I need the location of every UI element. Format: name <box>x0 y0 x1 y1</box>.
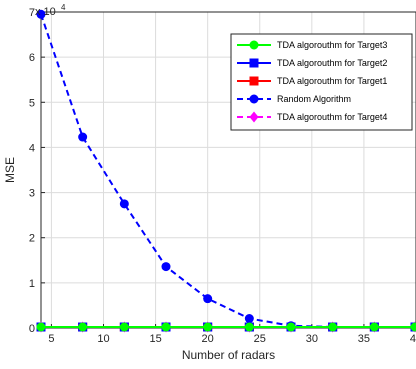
data-point <box>245 323 254 332</box>
legend-marker <box>250 41 259 50</box>
y-tick-label: 4 <box>29 142 35 154</box>
x-tick-label: 5 <box>48 333 54 345</box>
y-tick-label: 2 <box>29 233 35 245</box>
x-tick-label: 35 <box>358 333 370 345</box>
x-tick-label: 25 <box>254 333 266 345</box>
data-point <box>245 314 254 323</box>
x-tick-label: 20 <box>202 333 214 345</box>
data-point <box>162 262 171 271</box>
y-tick-label: 1 <box>29 278 35 290</box>
data-point <box>287 323 296 332</box>
x-tick-label: 40 <box>410 333 416 345</box>
data-point <box>78 133 87 142</box>
legend-label: TDA algorouthm for Target4 <box>277 112 387 122</box>
data-point <box>328 323 337 332</box>
data-point <box>120 199 129 208</box>
legend-marker <box>250 95 259 104</box>
data-point <box>120 323 129 332</box>
legend-marker <box>250 77 259 86</box>
y-tick-label: 5 <box>29 97 35 109</box>
legend-label: Random Algorithm <box>277 94 351 104</box>
y-exponent-power: 4 <box>61 3 66 12</box>
legend: TDA algorouthm for Target3 TDA algorouthm… <box>231 34 412 130</box>
legend-marker <box>250 59 259 68</box>
legend-label: TDA algorouthm for Target2 <box>277 58 387 68</box>
y-exponent-base: x 10 <box>35 6 56 18</box>
legend-label: TDA algorouthm for Target3 <box>277 40 387 50</box>
data-point <box>78 323 87 332</box>
y-tick-label: 3 <box>29 188 35 200</box>
series-tda-algorouthm-for-target3 <box>37 323 416 332</box>
y-tick-label: 6 <box>29 52 35 64</box>
y-tick-label: 0 <box>29 323 35 335</box>
x-axis-label: Number of radars <box>182 348 275 362</box>
x-tick-label: 15 <box>149 333 161 345</box>
data-point <box>162 323 171 332</box>
y-exponent: x 10 4 <box>35 3 66 18</box>
legend-label: TDA algorouthm for Target1 <box>277 76 387 86</box>
y-axis-label: MSE <box>3 157 17 183</box>
data-point <box>37 323 46 332</box>
data-point <box>203 323 212 332</box>
data-point <box>370 323 379 332</box>
data-point <box>203 294 212 303</box>
x-tick-label: 10 <box>97 333 109 345</box>
x-tick-label: 30 <box>306 333 318 345</box>
